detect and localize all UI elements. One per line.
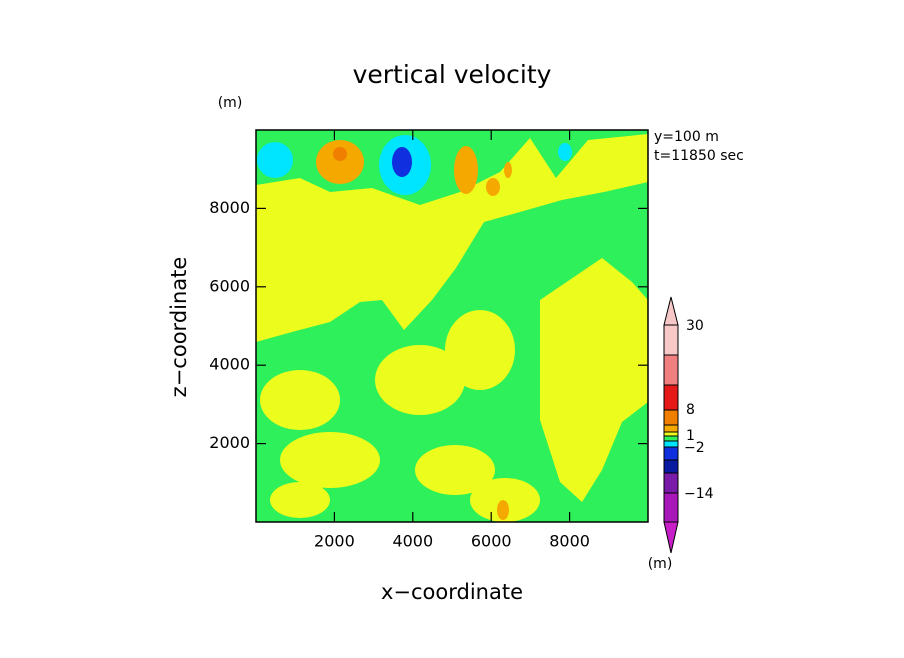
colorbar-swatch <box>663 424 679 433</box>
contour-band <box>333 147 347 161</box>
x-tick-label: 6000 <box>471 532 512 551</box>
chart-title: vertical velocity <box>353 60 552 89</box>
colorbar <box>663 296 679 554</box>
contour-band <box>486 178 500 196</box>
colorbar-swatch <box>663 431 679 437</box>
colorbar-swatch <box>663 354 679 386</box>
colorbar-swatch <box>663 384 679 411</box>
contour-band <box>470 478 540 522</box>
contour-band <box>454 146 478 194</box>
y-tick-label: 6000 <box>209 276 250 295</box>
contour-band <box>280 432 380 488</box>
colorbar-swatch <box>663 440 679 448</box>
contour-field <box>256 130 648 522</box>
contour-band <box>260 370 340 430</box>
x-axis-label: x−coordinate <box>381 580 523 604</box>
y-tick-label: 4000 <box>209 355 250 374</box>
colorbar-swatch <box>663 409 679 426</box>
colorbar-swatch <box>663 492 679 523</box>
colorbar-swatch <box>663 459 679 474</box>
contour-band <box>392 147 412 177</box>
colorbar-label: 8 <box>686 402 695 418</box>
contour-band <box>256 134 648 342</box>
info-text: y=100 m <box>654 129 719 145</box>
colorbar-cap <box>663 521 679 554</box>
contour-band <box>558 143 572 161</box>
x-tick-label: 4000 <box>392 532 433 551</box>
colorbar-label: 30 <box>686 318 704 334</box>
colorbar-label: −14 <box>684 486 714 502</box>
contour-band <box>504 162 512 178</box>
colorbar-label: −2 <box>684 440 705 456</box>
colorbar-swatch <box>663 472 679 494</box>
y-tick-label: 8000 <box>209 198 250 217</box>
plot-frame <box>255 129 649 523</box>
colorbar-swatch <box>663 435 679 442</box>
contour-band <box>445 310 515 390</box>
contour-band <box>270 482 330 518</box>
contour-band <box>375 345 465 415</box>
info-text: t=11850 sec <box>654 148 744 164</box>
colorbar-swatch <box>663 446 679 461</box>
y-axis-label: z−coordinate <box>167 257 191 398</box>
y-tick-label: 2000 <box>209 433 250 452</box>
contour-band <box>540 258 648 502</box>
colorbar-unit: (m) <box>648 556 673 572</box>
contour-band <box>497 500 509 520</box>
y-unit: (m) <box>218 95 243 111</box>
colorbar-label: 1 <box>686 428 695 444</box>
colorbar-swatch <box>663 324 679 356</box>
contour-band <box>316 140 364 184</box>
contour-band <box>415 445 495 495</box>
contour-band <box>257 142 293 178</box>
x-tick-label: 8000 <box>549 532 590 551</box>
x-tick-label: 2000 <box>314 532 355 551</box>
